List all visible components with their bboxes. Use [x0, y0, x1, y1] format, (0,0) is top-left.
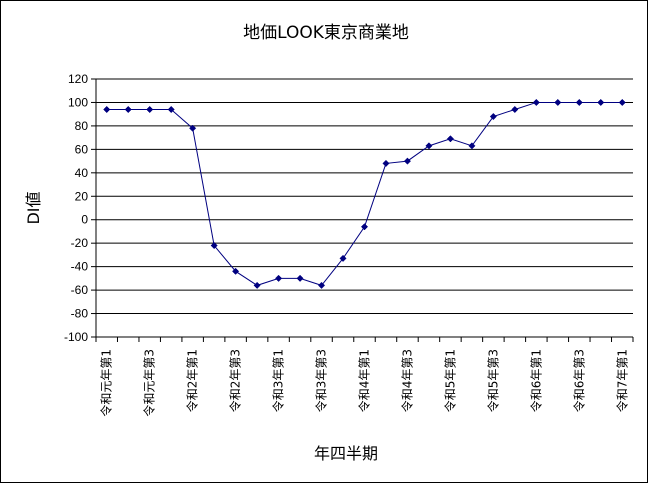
plot-area [96, 79, 633, 337]
y-axis-title: DI値 [24, 191, 43, 224]
x-tick-label: 令和5年第3 [485, 349, 500, 412]
data-point [210, 241, 218, 250]
x-tick-label: 令和3年第3 [314, 349, 329, 412]
x-axis-title: 年四半期 [314, 444, 378, 463]
data-point [403, 157, 412, 165]
data-point [339, 254, 347, 262]
data-point [618, 98, 626, 107]
data-point [189, 124, 197, 132]
data-point [489, 112, 497, 121]
data-point [446, 135, 454, 143]
y-tick-label: -60 [71, 283, 89, 297]
y-tick-label: 120 [68, 72, 88, 86]
y-tick-label: -80 [71, 307, 89, 321]
data-point [296, 274, 304, 282]
data-point [382, 159, 390, 167]
x-tick-label: 令和6年第1 [528, 349, 543, 412]
y-tick-label: 40 [75, 166, 89, 180]
data-point [425, 142, 433, 150]
data-point [360, 223, 369, 231]
x-tick-label: 令和4年第3 [399, 349, 414, 412]
data-point [253, 281, 261, 289]
y-tick-label: -40 [71, 260, 89, 274]
y-tick-label: -100 [64, 330, 88, 344]
x-tick-label: 令和6年第3 [571, 349, 586, 412]
data-point [317, 281, 326, 289]
data-point [167, 105, 175, 114]
data-point [103, 105, 111, 114]
x-tick-label: 令和元年第1 [99, 349, 114, 417]
y-tick-label: 80 [75, 119, 89, 133]
data-point [468, 142, 476, 150]
data-point [232, 267, 240, 275]
x-tick-label: 令和4年第1 [357, 349, 372, 412]
data-point [597, 98, 605, 107]
y-tick-label: 0 [81, 213, 88, 227]
y-tick-label: 60 [75, 142, 89, 156]
y-tick-label: -20 [71, 236, 89, 250]
x-tick-label: 令和7年第1 [614, 349, 629, 412]
chart-title: 地価LOOK東京商業地 [243, 23, 409, 43]
x-tick-label: 令和2年第1 [185, 349, 200, 412]
data-point [275, 274, 283, 282]
data-point [124, 105, 132, 114]
x-tick-label: 令和2年第3 [228, 349, 243, 412]
data-point [532, 98, 540, 107]
data-point [554, 98, 562, 107]
data-point [146, 105, 154, 114]
x-tick-label: 令和3年第1 [271, 349, 286, 412]
y-tick-label: 20 [75, 189, 89, 203]
data-point [511, 105, 519, 114]
x-tick-label: 令和元年第3 [142, 349, 157, 417]
x-tick-label: 令和5年第1 [442, 349, 457, 412]
y-tick-label: 100 [68, 95, 88, 109]
data-point [575, 98, 583, 107]
